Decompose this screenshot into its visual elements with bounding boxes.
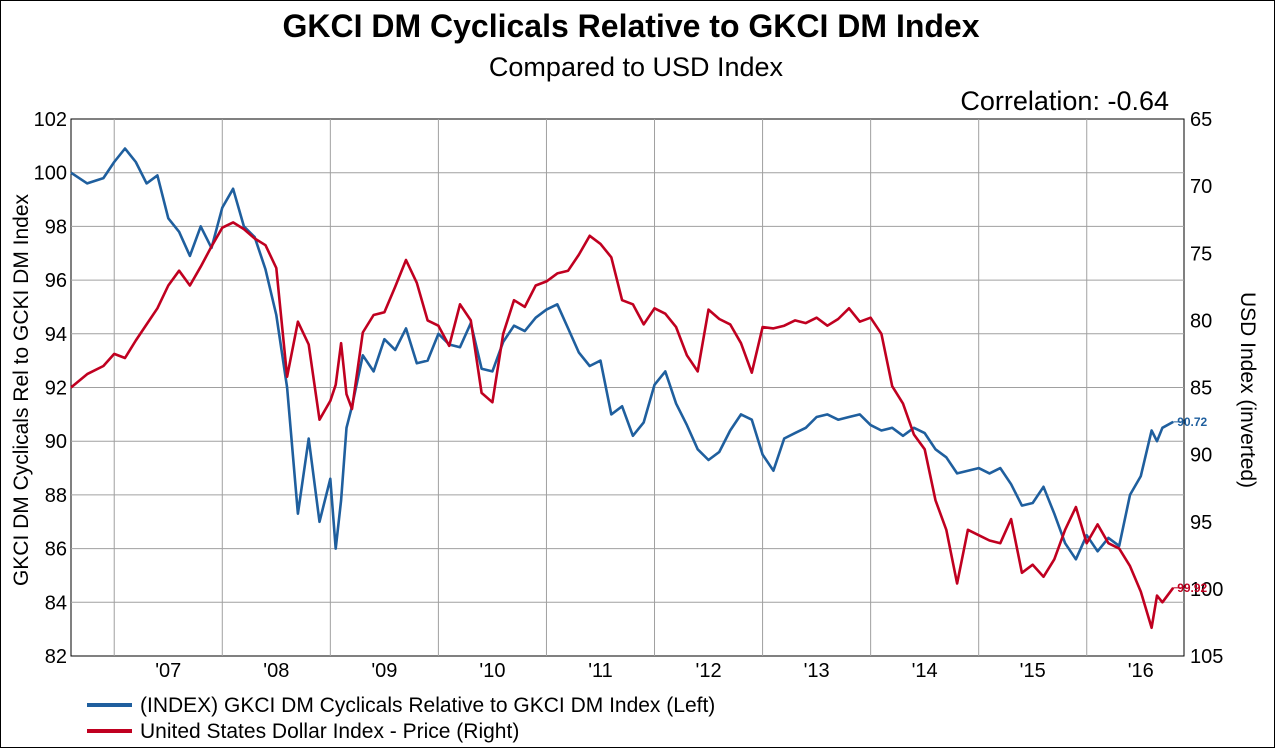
right-tick-label: 105 [1190, 646, 1223, 668]
x-tick-label: '10 [479, 660, 505, 682]
left-tick-label: 88 [45, 485, 67, 507]
chart-title: GKCI DM Cyclicals Relative to GKCI DM In… [282, 8, 979, 44]
correlation-annotation: Correlation: -0.64 [960, 86, 1169, 116]
left-tick-label: 102 [34, 109, 67, 131]
x-tick-label: '15 [1020, 660, 1046, 682]
x-tick-label: '13 [804, 660, 830, 682]
right-tick-label: 95 [1190, 512, 1212, 534]
x-tick-label: '08 [263, 660, 289, 682]
left-tick-label: 100 [34, 163, 67, 185]
right-tick-label: 75 [1190, 243, 1212, 265]
left-tick-label: 94 [45, 324, 67, 346]
left-tick-label: 90 [45, 431, 67, 453]
left-axis-ticks: 82 84 86 88 90 92 94 96 98 100 102 [34, 109, 67, 668]
last-value-labels: 90.72 99.92 [1173, 415, 1208, 595]
legend-label-usd: United States Dollar Index - Price (Righ… [140, 720, 519, 743]
left-tick-label: 98 [45, 216, 67, 238]
left-tick-label: 82 [45, 646, 67, 668]
last-value-label: 99.92 [1177, 581, 1207, 595]
x-axis-ticks: '07 '08 '09 '10 '11 '12 '13 '14 '15 '16 [155, 660, 1154, 682]
left-tick-label: 92 [45, 378, 67, 400]
right-tick-label: 80 [1190, 310, 1212, 332]
series-lines [70, 147, 1175, 630]
left-tick-label: 96 [45, 270, 67, 292]
chart-subtitle: Compared to USD Index [489, 52, 784, 82]
x-tick-label: '11 [588, 660, 613, 682]
right-axis-label: USD Index (inverted) [1236, 292, 1259, 488]
x-tick-label: '16 [1128, 660, 1154, 682]
left-tick-label: 84 [45, 592, 67, 614]
last-value-label: 90.72 [1177, 415, 1207, 429]
x-tick-label: '09 [371, 660, 397, 682]
right-tick-label: 70 [1190, 176, 1212, 198]
series-line-index [70, 147, 1174, 561]
x-tick-label: '12 [696, 660, 722, 682]
right-tick-label: 65 [1190, 109, 1212, 131]
left-tick-label: 86 [45, 539, 67, 561]
right-axis-ticks: 65 70 75 80 85 90 95 100 105 [1190, 109, 1223, 668]
x-tick-label: '14 [912, 660, 938, 682]
series-line-usd [70, 221, 1175, 630]
right-tick-label: 85 [1190, 378, 1212, 400]
right-tick-label: 90 [1190, 445, 1212, 467]
legend: (INDEX) GKCI DM Cyclicals Relative to GK… [87, 694, 715, 743]
left-axis-label: GKCI DM Cyclicals Rel to GCKI DM Index [10, 193, 33, 586]
x-tick-label: '07 [155, 660, 181, 682]
grid-lines [71, 119, 1184, 656]
right-tick-label: 100 [1190, 579, 1223, 601]
legend-label-index: (INDEX) GKCI DM Cyclicals Relative to GK… [140, 694, 715, 717]
